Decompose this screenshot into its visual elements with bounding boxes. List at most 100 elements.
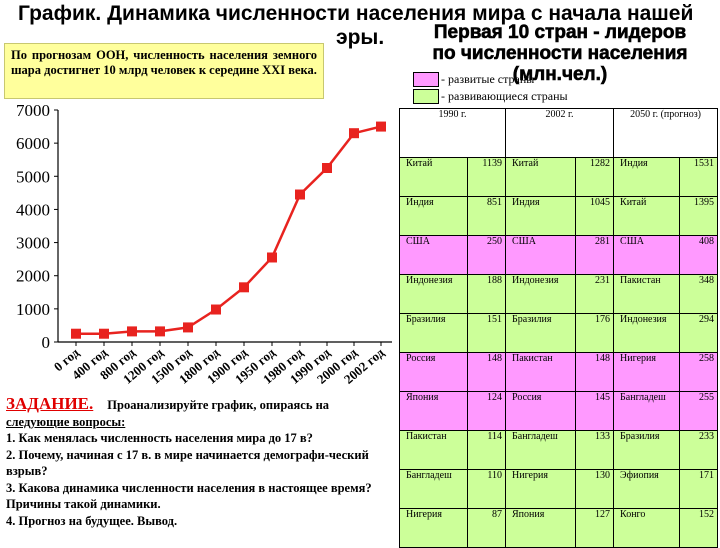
table-row: Япония 124 Россия 145 Бангладеш 255 <box>399 391 719 431</box>
table-header-row: 1990 г. 2002 г. 2050 г. (прогноз) <box>398 108 719 158</box>
table-cell-country: Нигерия <box>399 508 468 548</box>
table-cell-country: Япония <box>505 508 577 548</box>
table-row: США 250 США 281 США 408 <box>399 235 719 275</box>
table-cell-country: Индонезия <box>399 274 468 314</box>
table-row: Индия 851 Индия 1045 Китай 1395 <box>399 196 719 236</box>
data-point <box>349 128 359 139</box>
table-row: Нигерия 87 Япония 127 Конго 152 <box>399 508 719 548</box>
legend-label-developing: - развивающиеся страны <box>441 89 568 103</box>
assignment-block: ЗАДАНИЕ. Проанализируйте график, опираясь… <box>6 394 398 529</box>
data-point <box>322 163 332 173</box>
table-cell-country: Пакистан <box>613 274 681 314</box>
table-cell-value: 124 <box>466 391 507 431</box>
table-cell-country: Бангладеш <box>399 469 468 509</box>
table-cell-value: 133 <box>575 430 615 470</box>
table-cell-value: 1395 <box>679 196 719 236</box>
table-cell-country: Китай <box>505 157 577 197</box>
table-cell-value: 145 <box>575 391 615 431</box>
table-cell-value: 250 <box>466 235 507 275</box>
data-point <box>239 282 249 293</box>
y-tick-label: 6000 <box>16 134 50 153</box>
table-header-2: 2050 г. (прогноз) <box>613 108 719 158</box>
table-cell-country: Бангладеш <box>505 430 577 470</box>
top10-heading-line-2: по численности населения (млн.чел.) <box>432 43 688 86</box>
un-forecast-note: По прогнозам ООН, численность населения … <box>4 43 324 99</box>
page-title: График. Динамика численности населения м… <box>18 2 698 50</box>
table-cell-value: 281 <box>575 235 615 275</box>
y-tick-label: 7000 <box>16 101 50 120</box>
table-cell-value: 148 <box>466 352 507 392</box>
table-cell-country: Китай <box>399 157 468 197</box>
table-cell-value: 176 <box>575 313 615 353</box>
y-tick-label: 1000 <box>16 300 50 319</box>
table-cell-value: 171 <box>679 469 719 509</box>
population-series <box>71 121 386 339</box>
table-cell-country: Китай <box>613 196 681 236</box>
table-cell-value: 152 <box>679 508 719 548</box>
data-point <box>295 189 305 200</box>
table-cell-country: США <box>613 235 681 275</box>
table-cell-country: Индия <box>613 157 681 197</box>
population-line <box>76 125 382 335</box>
legend-swatch-developing <box>413 89 439 104</box>
legend-swatch-developed <box>413 72 439 87</box>
data-point <box>376 121 386 132</box>
table-row: Россия 148 Пакистан 148 Нигерия 258 <box>399 352 719 392</box>
data-point <box>183 322 193 333</box>
table-cell-country: Индия <box>399 196 468 236</box>
y-axis: 0 1000 2000 3000 4000 5000 6000 7000 <box>16 101 59 352</box>
question-3: 3. Какова динамика численности населения… <box>6 480 372 512</box>
table-cell-country: Япония <box>399 391 468 431</box>
table-cell-country: Пакистан <box>505 352 577 392</box>
table-cell-country: Индонезия <box>613 313 681 353</box>
table-cell-country: Бангладеш <box>613 391 681 431</box>
y-tick-label: 0 <box>42 333 51 352</box>
table-cell-country: Россия <box>399 352 468 392</box>
y-tick-label: 4000 <box>16 200 50 219</box>
y-tick-label: 5000 <box>16 167 50 186</box>
table-cell-value: 408 <box>679 235 719 275</box>
assignment-lead: Проанализируйте график, опираясь на <box>107 398 330 412</box>
table-cell-value: 1282 <box>575 157 615 197</box>
table-cell-value: 130 <box>575 469 615 509</box>
table-cell-value: 151 <box>466 313 507 353</box>
table-cell-value: 1139 <box>466 157 507 197</box>
table-row: Пакистан 114 Бангладеш 133 Бразилия 233 <box>399 430 719 470</box>
table-header-1: 2002 г. <box>505 108 615 158</box>
table-cell-value: 1045 <box>575 196 615 236</box>
data-point <box>267 252 277 263</box>
y-tick-label: 3000 <box>16 234 50 253</box>
data-point <box>127 326 137 337</box>
data-point <box>155 326 165 337</box>
table-cell-country: Нигерия <box>613 352 681 392</box>
legend-label-developed: - развитые страны <box>441 72 535 86</box>
table-cell-country: США <box>505 235 577 275</box>
table-cell-country: Эфиопия <box>613 469 681 509</box>
question-4: 4. Прогноз на будущее. Вывод. <box>6 513 178 528</box>
table-cell-country: Бразилия <box>505 313 577 353</box>
table-cell-value: 258 <box>679 352 719 392</box>
top-countries-table: 1990 г. 2002 г. 2050 г. (прогноз) Китай 1139… <box>398 108 719 548</box>
table-cell-value: 255 <box>679 391 719 431</box>
table-cell-country: Индонезия <box>505 274 577 314</box>
table-cell-value: 851 <box>466 196 507 236</box>
table-cell-value: 114 <box>466 430 507 470</box>
table-cell-country: Бразилия <box>613 430 681 470</box>
title-line-1: График. Динамика численности населения м… <box>18 2 694 25</box>
assignment-subheading: следующие вопросы: <box>6 414 126 429</box>
data-point <box>71 328 81 339</box>
table-row: Бразилия 151 Бразилия 176 Индонезия 294 <box>399 313 719 353</box>
top10-heading: Первая 10 стран - лидеров по численности… <box>400 22 720 86</box>
data-point <box>211 304 221 315</box>
table-cell-country: Бразилия <box>399 313 468 353</box>
assignment-heading: ЗАДАНИЕ. <box>6 394 94 413</box>
table-cell-value: 110 <box>466 469 507 509</box>
table-cell-value: 233 <box>679 430 719 470</box>
table-cell-country: США <box>399 235 468 275</box>
table-row: Китай 1139 Китай 1282 Индия 1531 <box>399 157 719 197</box>
y-tick-label: 2000 <box>16 267 50 286</box>
top10-heading-line-1: Первая 10 стран - лидеров <box>433 22 687 44</box>
table-row: Бангладеш 110 Нигерия 130 Эфиопия 171 <box>399 469 719 509</box>
table-cell-country: Пакистан <box>399 430 468 470</box>
